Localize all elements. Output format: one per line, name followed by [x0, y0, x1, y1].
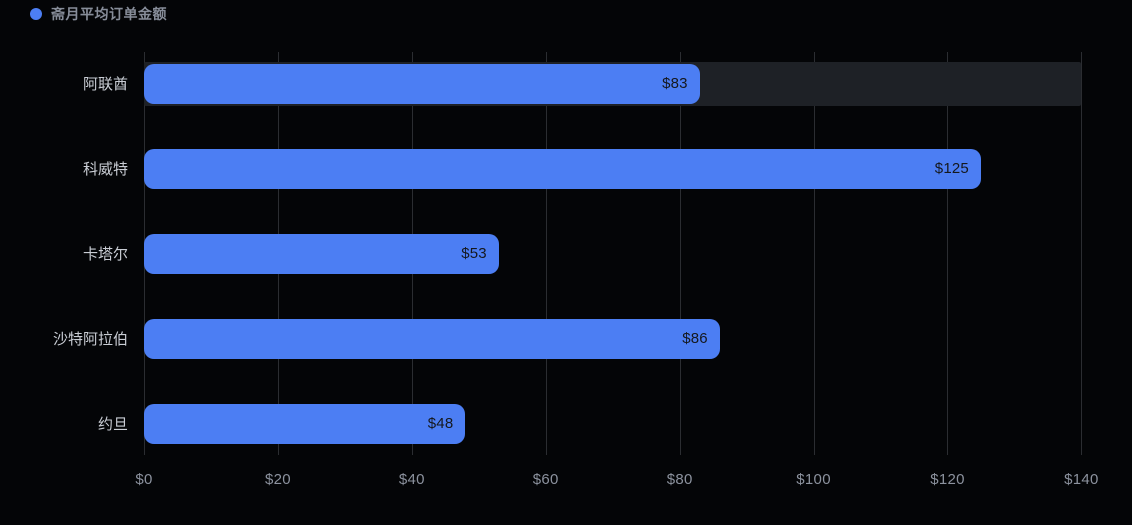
x-tick-label: $120 — [930, 471, 965, 488]
category-label: 科威特 — [82, 161, 128, 178]
x-tick-label: $100 — [796, 471, 831, 488]
gridline — [947, 52, 949, 455]
bar[interactable]: $48 — [144, 403, 466, 444]
category-label: 约旦 — [97, 416, 128, 433]
x-tick-label: $20 — [264, 471, 291, 488]
legend-item[interactable]: 斋月平均订单金额 — [30, 6, 167, 22]
bar[interactable]: $53 — [144, 233, 499, 274]
x-tick-label: $140 — [1064, 471, 1099, 488]
legend-label: 斋月平均订单金额 — [51, 6, 167, 22]
bar-value-label: $125 — [934, 160, 969, 177]
x-tick-label: $60 — [532, 471, 559, 488]
gridline — [1081, 52, 1083, 455]
bar[interactable]: $86 — [144, 318, 720, 359]
bar-value-label: $48 — [427, 415, 454, 432]
category-label: 沙特阿拉伯 — [52, 331, 128, 348]
bar[interactable]: $83 — [144, 63, 700, 104]
gridline — [679, 52, 681, 455]
bar-value-label: $83 — [662, 75, 688, 92]
gridline — [545, 52, 547, 455]
category-label: 阿联酋 — [82, 76, 128, 93]
x-tick-label: $0 — [135, 471, 153, 488]
x-tick-label: $40 — [398, 471, 425, 488]
gridline — [813, 52, 815, 455]
bar-value-label: $53 — [461, 245, 487, 262]
category-label: 卡塔尔 — [82, 246, 128, 263]
x-tick-label: $80 — [666, 471, 693, 488]
bar[interactable]: $125 — [144, 148, 981, 189]
legend-dot-icon — [30, 8, 42, 20]
bar-value-label: $86 — [682, 330, 708, 347]
